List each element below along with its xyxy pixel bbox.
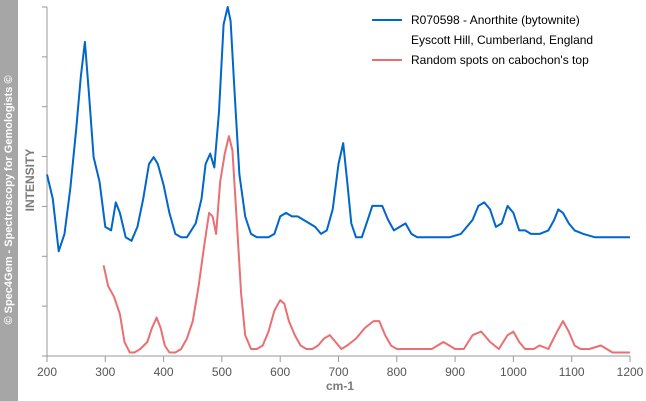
x-tick-label: 1000 (500, 365, 527, 379)
legend-entry-text: R070598 - Anorthite (bytownite) (411, 13, 580, 27)
x-tick-label: 500 (212, 365, 232, 379)
legend: R070598 - Anorthite (bytownite) Eyscott H… (372, 13, 593, 67)
watermark-strip: © Spec4Gem - Spectroscopy for Gemologist… (0, 0, 18, 401)
x-tick-label: 1200 (617, 365, 644, 379)
series-layer (46, 6, 630, 354)
x-tick-label: 800 (387, 365, 407, 379)
legend-entry-text: Eyscott Hill, Cumberland, England (411, 33, 593, 47)
x-tick-label: 200 (37, 365, 57, 379)
x-axis-title: cm-1 (326, 379, 354, 393)
x-tick-label: 300 (95, 365, 115, 379)
axes: 200 300 400 500 600 700 800 900 1000 1100 1200 (37, 6, 644, 379)
x-tick-label: 400 (154, 365, 174, 379)
cabochon-series-line (102, 135, 630, 354)
legend-entry-text: Random spots on cabochon's top (411, 53, 589, 67)
y-axis-title: INTENSITY (23, 149, 37, 212)
x-tick-label: 700 (328, 365, 348, 379)
anorthite-series-line (46, 6, 630, 253)
x-tick-label: 600 (270, 365, 290, 379)
x-tick-label: 1100 (559, 365, 585, 379)
x-tick-label: 900 (445, 365, 465, 379)
